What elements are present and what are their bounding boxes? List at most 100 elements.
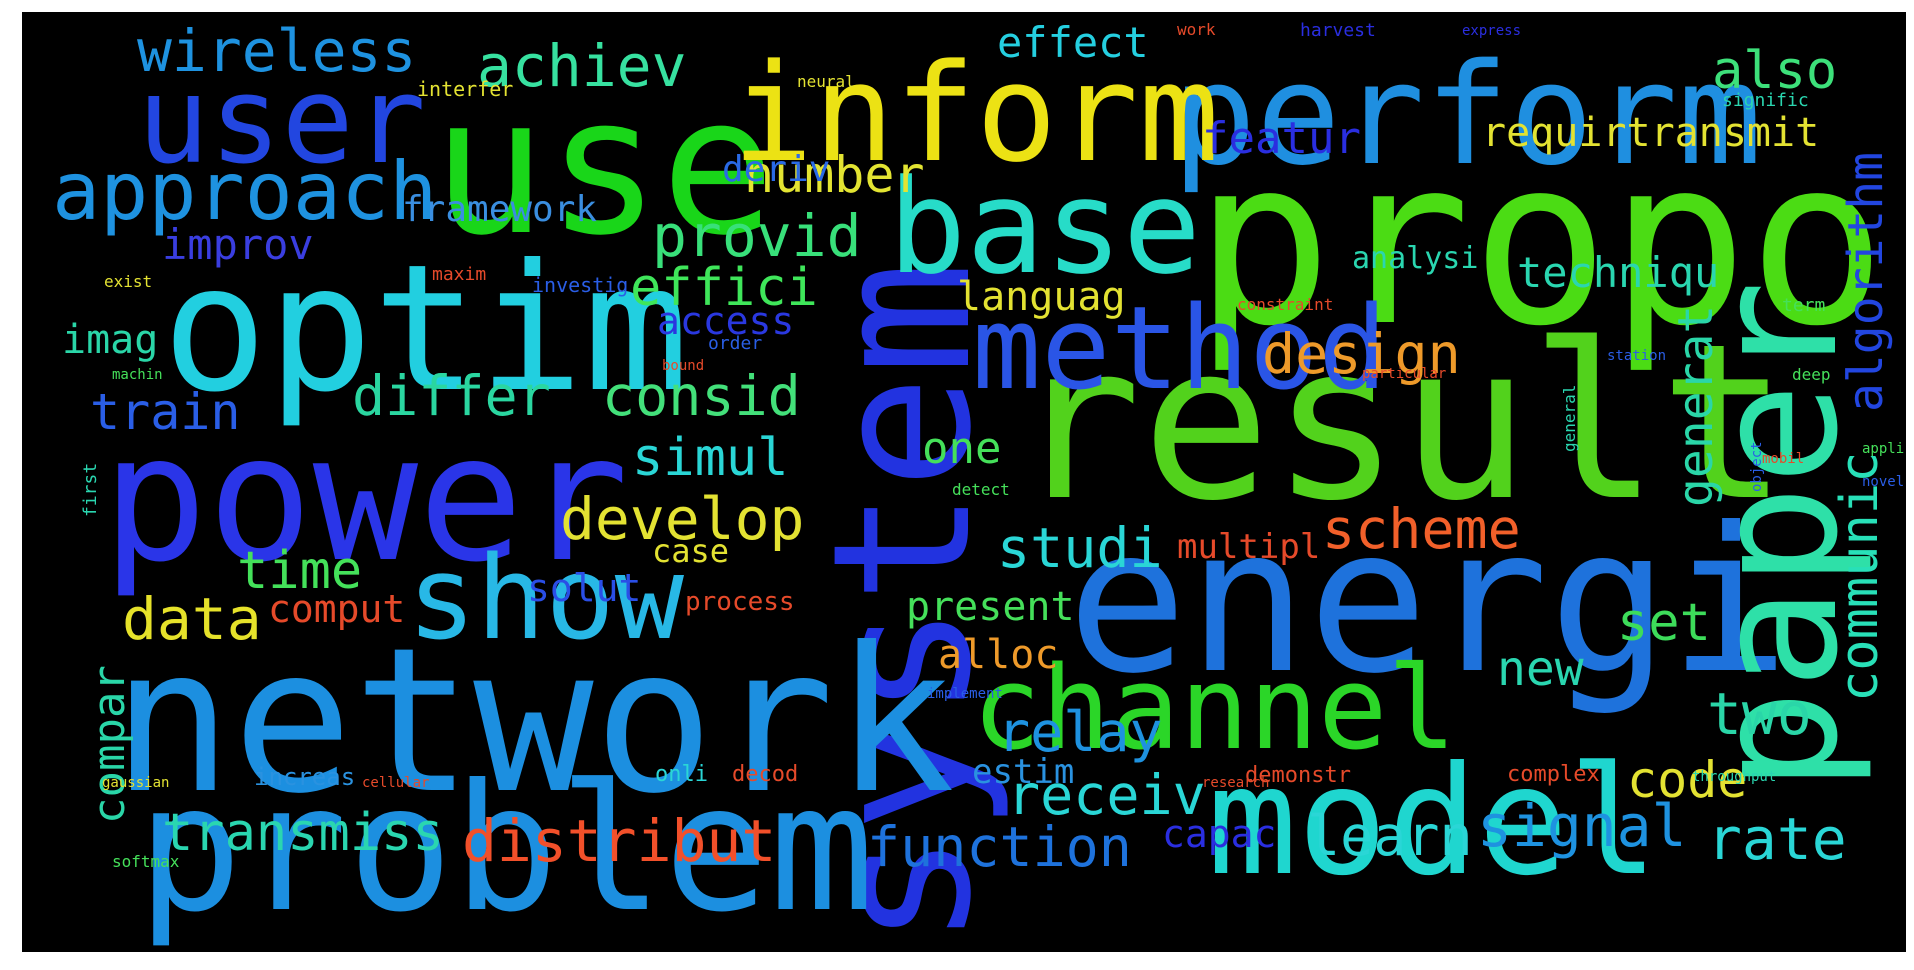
cloud-word: two (1707, 680, 1812, 748)
cloud-word: function (867, 815, 1132, 879)
cloud-word: energi (1067, 485, 1790, 718)
cloud-word: train (90, 383, 241, 441)
cloud-word: number (744, 146, 925, 204)
cloud-word: appli (1862, 441, 1905, 457)
cloud-word: exist (104, 272, 153, 291)
cloud-word: provid (652, 202, 862, 270)
cloud-word: detect (952, 480, 1010, 499)
cloud-word: propos (1194, 110, 1906, 377)
cloud-word: implement (927, 686, 1003, 702)
cloud-word: user (137, 52, 426, 191)
cloud-word: problem (137, 748, 875, 951)
cloud-word: relay (997, 700, 1163, 764)
cloud-word: inform (732, 35, 1220, 192)
cloud-word: distribut (462, 807, 777, 875)
cloud-word: mobil (1762, 451, 1805, 467)
cloud-word: channel (972, 642, 1457, 776)
cloud-word: gaussian (102, 775, 170, 791)
cloud-word: station (1607, 348, 1667, 364)
cloud-word: transmiss (162, 803, 444, 863)
cloud-word: process (685, 587, 795, 617)
cloud-word: achiev (477, 32, 687, 100)
cloud-word: requirtransmit (1482, 110, 1820, 156)
word-cloud: proposresultsystemenerginetworkproblemop… (22, 12, 1906, 952)
cloud-word: optim (162, 228, 689, 431)
cloud-word: code (1627, 751, 1748, 809)
cloud-word: order (708, 333, 763, 354)
cloud-word: method (972, 282, 1388, 416)
cloud-word: power (102, 398, 629, 601)
cloud-word: data (122, 585, 262, 653)
cloud-word: analysi (1352, 241, 1479, 276)
cloud-word: algorithm (1838, 151, 1894, 412)
cloud-word: wireless (137, 17, 417, 85)
cloud-word: imag (62, 317, 159, 363)
cloud-word: deep (1792, 365, 1831, 384)
cloud-word: decod (732, 762, 799, 787)
cloud-word: access (657, 299, 795, 343)
cloud-word: multipl (1177, 527, 1321, 567)
cloud-word: capac (1162, 812, 1277, 856)
cloud-word: base (888, 151, 1202, 303)
cloud-word: throughput (1692, 769, 1777, 785)
cloud-word: new (1497, 641, 1584, 697)
cloud-word: result (1012, 297, 1789, 548)
cloud-word: network (112, 605, 955, 838)
cloud-word: harvest (1300, 20, 1376, 41)
cloud-word: term (1782, 295, 1826, 316)
cloud-word: effici (630, 258, 818, 318)
cloud-word: develop (560, 485, 805, 553)
cloud-word: signal (1477, 792, 1687, 860)
cloud-word: framework (402, 189, 598, 230)
cloud-word: consid (602, 364, 801, 428)
cloud-word: solut (527, 566, 642, 610)
cloud-word: investig (532, 273, 629, 297)
cloud-word: time (237, 541, 363, 601)
cloud-word: increas (254, 763, 356, 791)
cloud-word: softmax (112, 852, 180, 871)
cloud-word: machin (112, 367, 163, 383)
cloud-word: deriv (722, 149, 831, 190)
cloud-word: set (1617, 593, 1711, 653)
cloud-word: effect (997, 18, 1149, 67)
cloud-word: one (922, 423, 1002, 474)
cloud-word: scheme (1322, 497, 1521, 561)
cloud-word: learn (1307, 804, 1473, 868)
cloud-word: constraint (1237, 295, 1334, 314)
cloud-word: present (906, 584, 1075, 630)
cloud-word: differ (352, 364, 551, 428)
cloud-word: particular (1362, 366, 1447, 382)
cloud-word: studi (997, 516, 1163, 580)
cloud-word: perform (1172, 34, 1763, 197)
cloud-word: first (80, 462, 101, 517)
cloud-word: generat (1668, 304, 1724, 507)
cloud-word: comput (268, 587, 406, 631)
cloud-word: compar (84, 665, 135, 824)
cloud-word: express (1462, 23, 1522, 39)
cloud-word: complex (1507, 762, 1600, 787)
cloud-word: also (1712, 41, 1838, 101)
cloud-word: interfer (417, 77, 514, 101)
cloud-word: model (1207, 735, 1659, 909)
cloud-word: receiv (1007, 763, 1206, 827)
cloud-word: simul (632, 428, 789, 488)
cloud-word: general (1560, 384, 1579, 452)
cloud-word: rate (1707, 805, 1847, 873)
cloud-word: techniqu (1517, 248, 1720, 297)
cloud-word: show (407, 532, 684, 666)
cloud-word: alloc (938, 632, 1059, 678)
cloud-word: design (1262, 322, 1461, 386)
cloud-word: use (432, 56, 776, 277)
cloud-word: approach (52, 145, 438, 238)
cloud-word: demonstr (1245, 763, 1351, 788)
cloud-word: work (1177, 20, 1216, 39)
cloud-word: novel (1862, 474, 1905, 490)
cloud-word: maxim (432, 264, 487, 285)
cloud-word: case (652, 532, 730, 570)
cloud-word: languag (957, 274, 1126, 320)
cloud-word: cellular (362, 775, 430, 791)
cloud-word: bound (662, 358, 705, 374)
cloud-word: research (1202, 775, 1270, 791)
cloud-word: signific (1722, 90, 1809, 111)
cloud-word: onli (655, 762, 708, 787)
